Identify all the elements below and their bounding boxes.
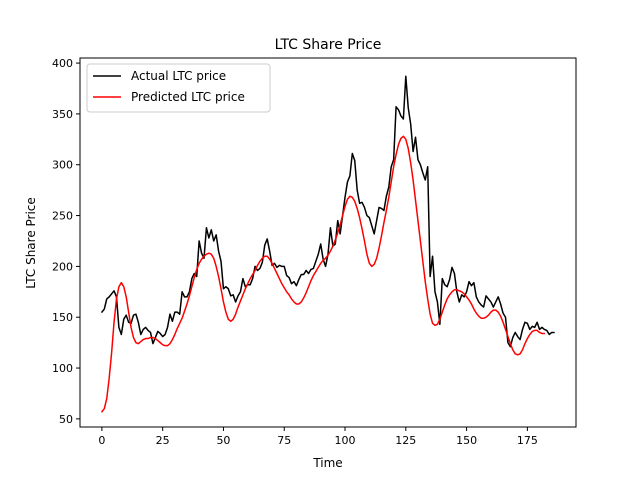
x-tick-label: 125 (395, 434, 416, 447)
legend: Actual LTC price Predicted LTC price (86, 63, 271, 113)
y-axis-label: LTC Share Price (24, 197, 38, 289)
x-tick-label: 175 (517, 434, 538, 447)
x-tick-label: 75 (277, 434, 291, 447)
series-line-actual (101, 75, 555, 348)
legend-label-actual: Actual LTC price (131, 69, 226, 83)
y-tick-label: 50 (59, 413, 73, 426)
legend-label-predicted: Predicted LTC price (131, 90, 245, 104)
x-tick-label: 150 (456, 434, 477, 447)
x-tick-label: 25 (156, 434, 170, 447)
y-tick-label: 150 (52, 311, 73, 324)
plot-frame (79, 57, 577, 428)
y-tick-label: 400 (52, 57, 73, 70)
y-tick-label: 200 (52, 260, 73, 273)
chart-title: LTC Share Price (275, 37, 382, 53)
x-tick-label: 0 (98, 434, 105, 447)
y-tick-label: 100 (52, 362, 73, 375)
y-tick-label: 300 (52, 159, 73, 172)
x-axis-ticks: 0 25 50 75 100 125 150 175 (98, 427, 538, 447)
y-axis-ticks: 50 100 150 200 250 300 350 400 (52, 57, 80, 426)
series-layer (101, 75, 555, 413)
x-tick-label: 50 (216, 434, 230, 447)
plot-area (79, 57, 577, 428)
x-axis-label: Time (312, 456, 342, 470)
y-tick-label: 350 (52, 108, 73, 121)
y-tick-label: 250 (52, 210, 73, 223)
series-line-predicted (101, 135, 546, 413)
x-tick-label: 100 (335, 434, 356, 447)
legend-box (86, 63, 271, 113)
